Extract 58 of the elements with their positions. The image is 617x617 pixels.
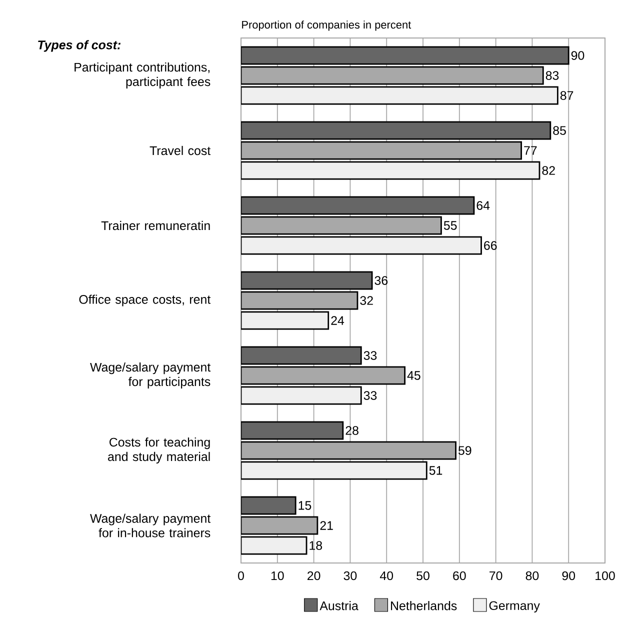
x-tick-label: 50 [416,571,430,580]
data-label: 36 [374,276,388,285]
bar [241,86,558,105]
x-tick-label: 30 [344,571,357,580]
bar [241,496,296,515]
bar [241,536,308,555]
x-tick-label: 20 [308,571,320,580]
bar [241,461,428,480]
legend-label: Netherlands [391,601,457,610]
y-tick-label: Trainer remuneratin [101,220,210,230]
bar [241,46,570,65]
y-tick-label: Office space costs, rent [79,294,211,306]
data-label: 24 [331,316,344,325]
data-label: 82 [542,166,555,175]
bar [241,421,344,440]
x-tick-label: 40 [380,571,394,580]
bar [241,236,482,255]
bar [241,311,330,330]
x-tick-label: 10 [271,571,284,580]
y-tick-label: Costs for teaching and study material [108,437,210,464]
data-label: 33 [364,351,377,360]
data-label: 18 [310,541,322,550]
x-tick-label: 100 [596,571,615,580]
data-label: 85 [553,126,566,135]
bar [241,121,552,140]
x-tick-label: 70 [490,571,502,580]
bar [241,386,362,405]
y-tick-label: Travel cost [150,146,211,156]
data-label: 45 [407,371,420,380]
data-label: 87 [560,91,574,100]
data-label: 77 [524,146,537,155]
bar [241,271,373,290]
x-tick-label: 60 [453,571,466,580]
data-label: 21 [320,521,333,530]
x-tick-label: 80 [526,571,539,580]
x-tick-label: 0 [238,571,244,580]
data-label: 64 [476,201,490,210]
data-label: 83 [546,71,559,80]
y-tick-label: Wage/salary payment for in-house trainers [90,514,211,538]
data-label: 32 [360,296,373,305]
data-label: 90 [571,51,584,60]
x-axis-title: Proportion of companies in percent [242,20,412,31]
y-tick-label: Participant contributions, participant fees [74,62,210,89]
legend-label: Austria [320,601,358,610]
data-label: 15 [298,501,312,510]
data-label: 28 [346,426,358,435]
text: Types of cost: [38,40,121,52]
data-label: 66 [484,241,497,250]
data-label: 51 [429,466,442,475]
data-label: 33 [364,391,377,400]
bar [241,346,362,365]
y-tick-label: Wage/salary payment for participants [90,362,211,389]
data-label: 59 [458,446,472,455]
bar [241,161,540,180]
text: Germany [489,601,540,612]
data-label: 55 [444,221,457,230]
x-tick-label: 90 [562,571,576,580]
bar [241,196,475,215]
